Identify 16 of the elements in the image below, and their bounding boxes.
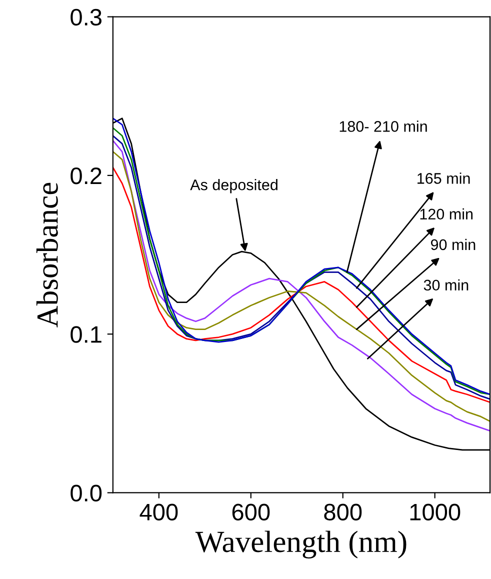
- annotation: 30 min: [424, 279, 468, 291]
- y-tick-label: 0.3: [70, 8, 102, 26]
- annotation: 90 min: [430, 238, 476, 250]
- y-tick-label: 0.0: [70, 484, 102, 502]
- annotation: As deposited: [190, 179, 278, 194]
- annotation: 120 min: [420, 208, 473, 220]
- y-tick-label: 0.2: [70, 168, 102, 184]
- x-axis-title: Wavelength (nm): [195, 530, 406, 559]
- y-axis-title: Absorbance: [36, 182, 58, 328]
- annotation: 165 min: [418, 172, 470, 184]
- x-tick-label: 400: [140, 504, 178, 520]
- y-tick-label: 0.1: [70, 326, 102, 343]
- x-tick-label: 1000: [410, 504, 460, 520]
- x-tick-label: 800: [324, 504, 362, 520]
- annotation: 180- 210 min: [340, 120, 427, 132]
- x-tick-label: 600: [232, 504, 270, 520]
